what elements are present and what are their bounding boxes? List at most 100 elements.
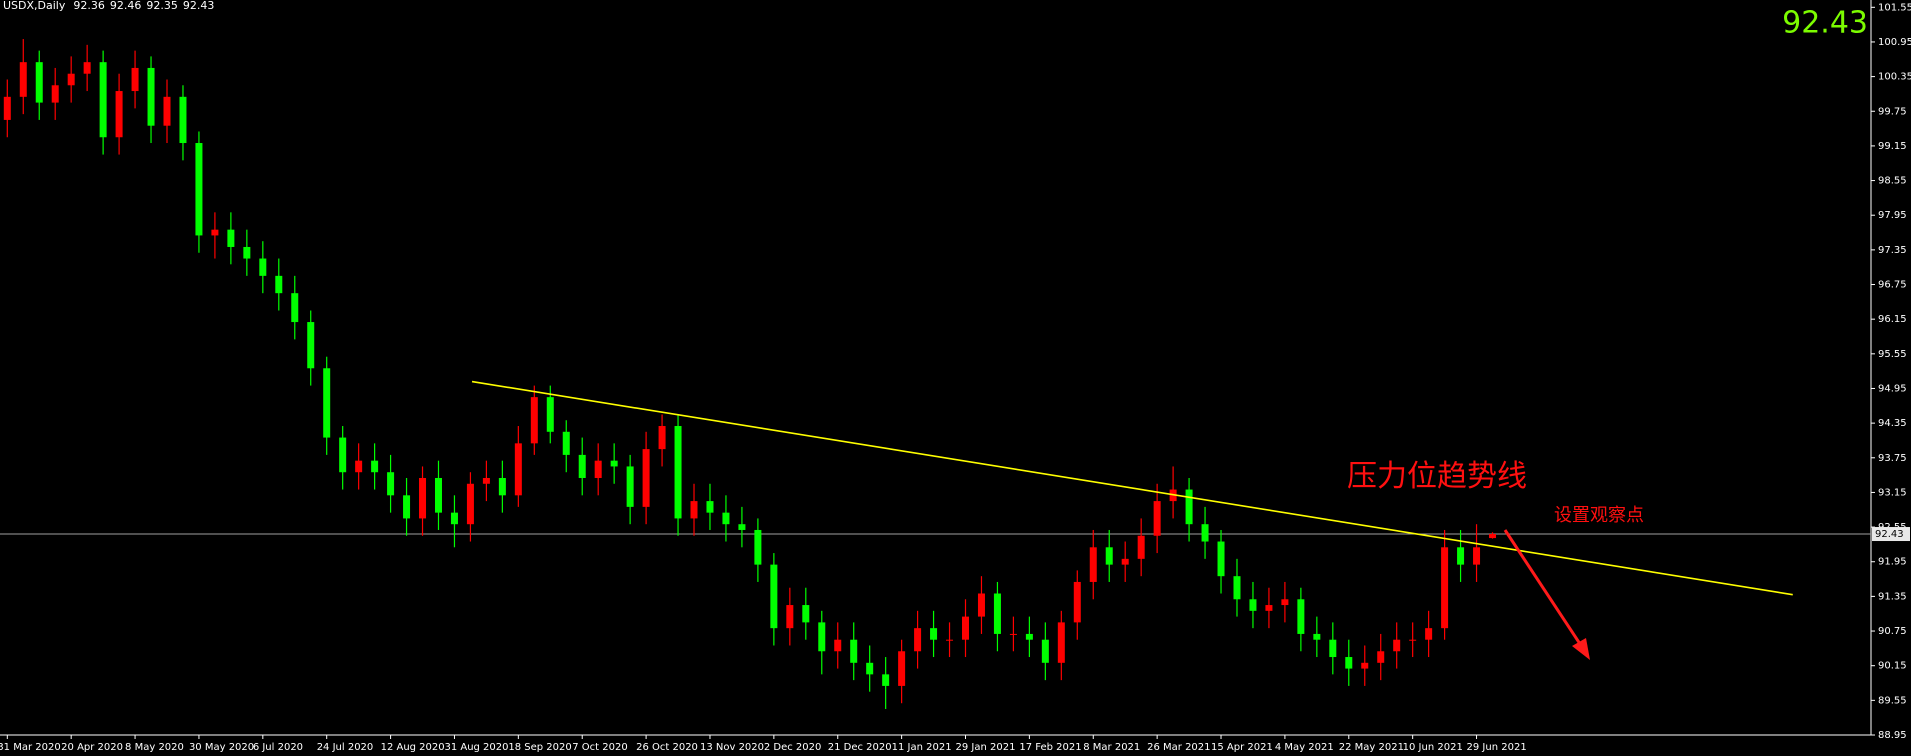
candle-body (67, 73, 75, 86)
candle-body (339, 437, 347, 473)
x-tick-label: 29 Jun 2021 (1467, 742, 1527, 753)
candle-body (1361, 662, 1369, 669)
candle-body (19, 62, 27, 97)
candle-body (1057, 622, 1065, 663)
x-tick-label: 26 Mar 2021 (1147, 742, 1210, 753)
candle-body (722, 512, 730, 525)
x-tick-label: 26 Oct 2020 (636, 742, 698, 753)
candle-body (1457, 547, 1465, 565)
candle-body (131, 67, 139, 92)
arrow-head (1572, 638, 1590, 660)
last-price-label: 92.43 (1875, 529, 1904, 540)
candle-body (1345, 657, 1353, 669)
x-tick-label: 13 Nov 2020 (700, 742, 764, 753)
candle-body (914, 628, 922, 652)
candle-body (1201, 524, 1209, 542)
candle-body (1489, 534, 1497, 539)
candle-body (1297, 599, 1305, 634)
y-tick-label: 93.15 (1878, 487, 1907, 498)
candle-body (674, 426, 682, 519)
candle-body (275, 275, 283, 294)
candle-body (1409, 639, 1417, 641)
candle-body (35, 62, 43, 103)
candle-body (530, 397, 538, 444)
candle-body (466, 483, 474, 525)
candle-body (1137, 535, 1145, 559)
y-tick-label: 101.55 (1878, 2, 1911, 13)
y-tick-label: 100.95 (1878, 37, 1911, 48)
annotation-watch: 设置观察点 (1554, 505, 1644, 525)
candle-body (977, 593, 985, 617)
candle-body (1009, 633, 1017, 635)
trendline (471, 380, 1793, 596)
candle-body (1265, 605, 1273, 611)
candle-body (898, 651, 906, 686)
candle-body (1185, 489, 1193, 525)
candle-body (514, 443, 522, 496)
x-tick-label: 21 Dec 2020 (828, 742, 892, 753)
candle-body (115, 91, 123, 138)
candle-body (866, 662, 874, 675)
y-tick-label: 93.75 (1878, 453, 1907, 464)
candle-body (962, 616, 969, 640)
y-tick-label: 97.35 (1878, 245, 1907, 256)
candle-body (1313, 633, 1321, 640)
y-tick-label: 91.35 (1878, 591, 1907, 602)
candle-body (1425, 628, 1433, 640)
candle-body (211, 229, 219, 236)
y-tick-label: 96.15 (1878, 314, 1907, 325)
candle-body (1329, 639, 1337, 658)
candle-body (786, 605, 794, 629)
candle-body (227, 229, 235, 247)
candle-body (3, 96, 11, 120)
candle-body (993, 593, 1001, 634)
candle-body (1377, 651, 1385, 663)
candle-body (195, 143, 203, 236)
candle-body (1041, 639, 1049, 663)
candle-body (546, 397, 554, 432)
x-tick-label: 29 Jan 2021 (956, 742, 1016, 753)
candle-body (1249, 599, 1257, 611)
candle-body (754, 529, 762, 565)
candle-body (482, 477, 490, 484)
candle-body (307, 322, 315, 369)
candle-body (626, 466, 634, 507)
x-tick-label: 7 Oct 2020 (572, 742, 627, 753)
x-tick-label: 18 Sep 2020 (508, 742, 571, 753)
candle-body (99, 62, 107, 138)
header-high: 92.46 (110, 0, 142, 12)
header: USDX,Daily 92.36 92.46 92.35 92.43 (3, 0, 214, 12)
candle-body (450, 512, 458, 525)
candle-body (882, 674, 890, 686)
candle-body (562, 431, 570, 455)
candle-body (946, 639, 954, 641)
y-tick-label: 90.75 (1878, 626, 1907, 637)
candle-body (770, 564, 778, 629)
candle-body (738, 524, 746, 530)
header-open: 92.36 (73, 0, 105, 12)
x-tick-label: 22 May 2021 (1339, 742, 1404, 753)
candle-body (387, 472, 395, 496)
y-tick-label: 97.95 (1878, 210, 1907, 221)
y-tick-label: 99.75 (1878, 106, 1907, 117)
x-tick-label: 10 Jun 2021 (1403, 742, 1463, 753)
y-tick-label: 96.75 (1878, 280, 1907, 291)
x-tick-label: 8 May 2020 (125, 742, 184, 753)
y-tick-label: 94.95 (1878, 383, 1907, 394)
candle-body (147, 67, 155, 126)
annotation-trendline: 压力位趋势线 (1347, 460, 1527, 493)
last-price-box (1872, 527, 1910, 542)
candle-body (291, 293, 299, 323)
y-tick-label: 90.15 (1878, 661, 1907, 672)
candle-body (355, 460, 363, 473)
header-close: 92.43 (183, 0, 215, 12)
x-tick-label: 20 Apr 2020 (61, 742, 123, 753)
x-tick-label: 15 Apr 2021 (1211, 742, 1273, 753)
x-tick-label: 30 May 2020 (189, 742, 254, 753)
symbol: USDX,Daily (3, 0, 66, 12)
y-tick-label: 99.15 (1878, 141, 1907, 152)
x-tick-label: 2 Dec 2020 (764, 742, 822, 753)
arrow-shaft (1503, 529, 1586, 651)
candle-body (434, 477, 442, 513)
